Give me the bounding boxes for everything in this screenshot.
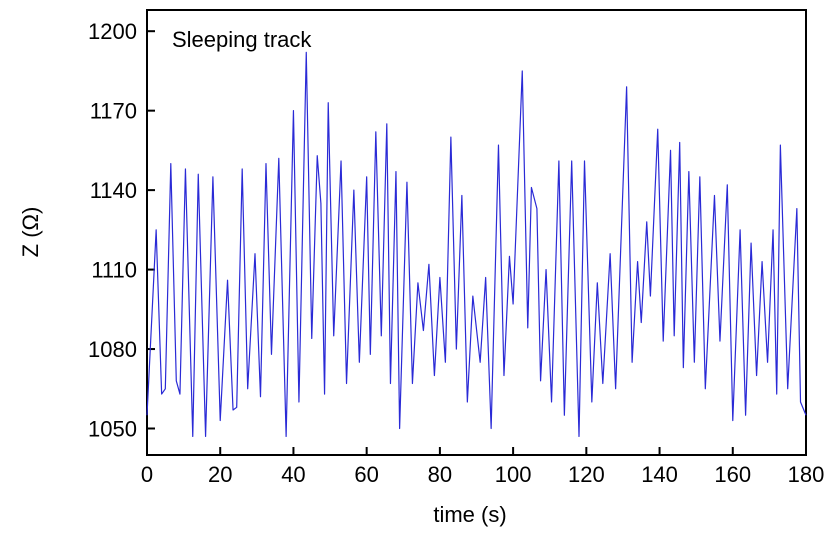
y-tick-label: 1110 — [91, 258, 137, 283]
x-tick-label: 120 — [568, 462, 605, 487]
x-tick-label: 140 — [641, 462, 678, 487]
x-tick-label: 60 — [354, 462, 378, 487]
x-axis-label: time (s) — [433, 502, 506, 527]
x-tick-label: 160 — [714, 462, 751, 487]
y-tick-label: 1080 — [88, 337, 137, 362]
plot-frame — [146, 9, 807, 456]
annotation: Sleeping track — [172, 27, 312, 52]
data-line — [146, 51, 807, 438]
x-tick-label: 180 — [788, 462, 825, 487]
y-tick-label: 1050 — [88, 417, 137, 442]
x-tick-label: 20 — [208, 462, 232, 487]
x-tick-label: 100 — [495, 462, 532, 487]
y-tick-label: 1140 — [90, 178, 137, 203]
x-tick-label: 0 — [141, 462, 153, 487]
x-tick-label: 80 — [428, 462, 452, 487]
x-tick-label: 40 — [281, 462, 305, 487]
y-tick-label: 1200 — [88, 19, 137, 44]
y-tick-label: 1170 — [90, 99, 137, 124]
y-axis-label: Z (Ω) — [18, 207, 43, 258]
